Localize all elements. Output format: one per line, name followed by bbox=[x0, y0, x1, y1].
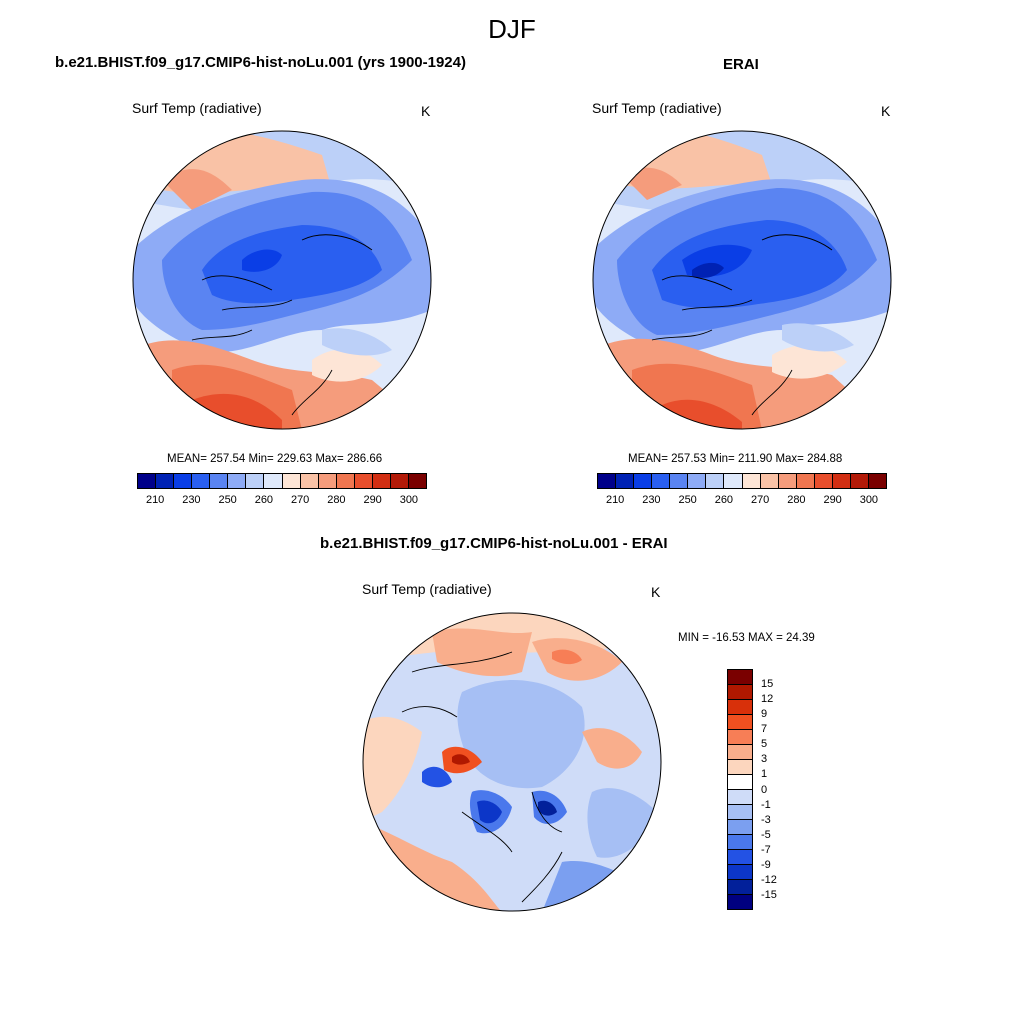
panel-1-map bbox=[132, 130, 432, 430]
colorbar-tick-label: 270 bbox=[750, 494, 770, 506]
colorbar-swatch bbox=[728, 670, 752, 685]
panel-2-variable: Surf Temp (radiative) bbox=[592, 100, 722, 116]
colorbar-tick-label: 300 bbox=[399, 494, 419, 506]
colorbar-swatch bbox=[156, 474, 175, 488]
colorbar-swatch bbox=[796, 474, 815, 488]
colorbar-swatch bbox=[336, 474, 355, 488]
colorbar-swatch bbox=[724, 474, 743, 488]
colorbar-tick-label: 280 bbox=[327, 494, 346, 506]
panel-3-colorbar bbox=[727, 669, 753, 910]
colorbar-swatch bbox=[760, 474, 779, 488]
panel-2-title: ERAI bbox=[723, 56, 759, 73]
colorbar-swatch bbox=[728, 805, 752, 820]
panel-3-stats: MIN = -16.53 MAX = 24.39 bbox=[678, 632, 815, 644]
colorbar-swatch bbox=[742, 474, 761, 488]
colorbar-tick-label: 260 bbox=[254, 494, 274, 506]
season-title: DJF bbox=[488, 14, 536, 44]
panel-1-variable: Surf Temp (radiative) bbox=[132, 100, 262, 116]
panel-3-title: b.e21.BHIST.f09_g17.CMIP6-hist-noLu.001 … bbox=[320, 535, 668, 552]
colorbar-swatch bbox=[728, 730, 752, 745]
colorbar-tick-label: 9 bbox=[761, 708, 768, 721]
colorbar-swatch bbox=[728, 760, 752, 775]
colorbar-swatch bbox=[634, 474, 653, 488]
colorbar-swatch bbox=[210, 474, 229, 488]
colorbar-swatch bbox=[670, 474, 689, 488]
panel-3-map bbox=[362, 612, 662, 912]
colorbar-swatch bbox=[138, 474, 157, 488]
colorbar-tick-label: 260 bbox=[714, 494, 734, 506]
colorbar-swatch bbox=[728, 715, 752, 730]
colorbar-swatch bbox=[246, 474, 265, 488]
colorbar-tick-label: 12 bbox=[761, 693, 774, 706]
colorbar-swatch bbox=[408, 474, 426, 488]
colorbar-swatch bbox=[728, 850, 752, 865]
colorbar-tick-label: 300 bbox=[859, 494, 879, 506]
colorbar-tick-label: 270 bbox=[290, 494, 310, 506]
colorbar-tick-label: 15 bbox=[761, 678, 774, 691]
colorbar-tick-label: 210 bbox=[605, 494, 625, 506]
colorbar-swatch bbox=[868, 474, 886, 488]
colorbar-swatch bbox=[728, 865, 752, 880]
panel-2-units: K bbox=[881, 103, 891, 119]
colorbar-tick-label: -5 bbox=[761, 828, 771, 841]
colorbar-swatch bbox=[372, 474, 391, 488]
panel-1-stats: MEAN= 257.54 Min= 229.63 Max= 286.66 bbox=[167, 453, 383, 465]
colorbar-swatch bbox=[390, 474, 409, 488]
colorbar-tick-label: 280 bbox=[787, 494, 806, 506]
colorbar-swatch bbox=[728, 835, 752, 850]
colorbar-tick-label: 3 bbox=[761, 753, 768, 766]
colorbar-tick-label: -15 bbox=[761, 888, 777, 901]
colorbar-swatch bbox=[616, 474, 635, 488]
colorbar-swatch bbox=[282, 474, 301, 488]
colorbar-tick-label: -3 bbox=[761, 813, 771, 826]
colorbar-tick-label: 5 bbox=[761, 738, 768, 751]
colorbar-swatch bbox=[706, 474, 725, 488]
colorbar-swatch bbox=[728, 895, 752, 909]
colorbar-swatch bbox=[228, 474, 247, 488]
colorbar-swatch bbox=[814, 474, 833, 488]
colorbar-tick-label: 290 bbox=[823, 494, 842, 506]
colorbar-swatch bbox=[728, 685, 752, 700]
colorbar-swatch bbox=[728, 820, 752, 835]
colorbar-swatch bbox=[300, 474, 319, 488]
panel-3-units: K bbox=[651, 584, 661, 600]
panel-2-map bbox=[592, 130, 892, 430]
colorbar-tick-label: 290 bbox=[363, 494, 382, 506]
colorbar-tick-label: 250 bbox=[218, 494, 237, 506]
panel-1-title: b.e21.BHIST.f09_g17.CMIP6-hist-noLu.001 … bbox=[55, 54, 466, 71]
colorbar-tick-label: -9 bbox=[761, 858, 771, 871]
colorbar-swatch bbox=[354, 474, 373, 488]
colorbar-tick-label: 230 bbox=[642, 494, 661, 506]
colorbar-tick-label: 7 bbox=[761, 723, 768, 736]
colorbar-tick-label: 230 bbox=[182, 494, 201, 506]
panel-1-colorbar bbox=[137, 473, 427, 489]
colorbar-swatch bbox=[728, 790, 752, 805]
colorbar-swatch bbox=[778, 474, 797, 488]
colorbar-tick-label: 210 bbox=[145, 494, 165, 506]
colorbar-swatch bbox=[174, 474, 193, 488]
panel-1-units: K bbox=[421, 103, 431, 119]
colorbar-swatch bbox=[728, 745, 752, 760]
colorbar-tick-label: -7 bbox=[761, 843, 771, 856]
colorbar-tick-label: -1 bbox=[761, 798, 771, 811]
colorbar-swatch bbox=[318, 474, 337, 488]
colorbar-swatch bbox=[264, 474, 283, 488]
colorbar-tick-label: 0 bbox=[761, 783, 768, 796]
panel-2-colorbar bbox=[597, 473, 887, 489]
colorbar-swatch bbox=[728, 700, 752, 715]
colorbar-swatch bbox=[832, 474, 851, 488]
colorbar-swatch bbox=[652, 474, 671, 488]
colorbar-swatch bbox=[192, 474, 211, 488]
colorbar-tick-label: -12 bbox=[761, 873, 777, 886]
colorbar-swatch bbox=[598, 474, 617, 488]
colorbar-tick-label: 1 bbox=[761, 768, 768, 781]
panel-3-variable: Surf Temp (radiative) bbox=[362, 581, 492, 597]
colorbar-swatch bbox=[688, 474, 707, 488]
colorbar-tick-label: 250 bbox=[678, 494, 697, 506]
colorbar-swatch bbox=[728, 880, 752, 895]
colorbar-swatch bbox=[850, 474, 869, 488]
colorbar-swatch bbox=[728, 775, 752, 790]
panel-2-stats: MEAN= 257.53 Min= 211.90 Max= 284.88 bbox=[628, 453, 843, 465]
